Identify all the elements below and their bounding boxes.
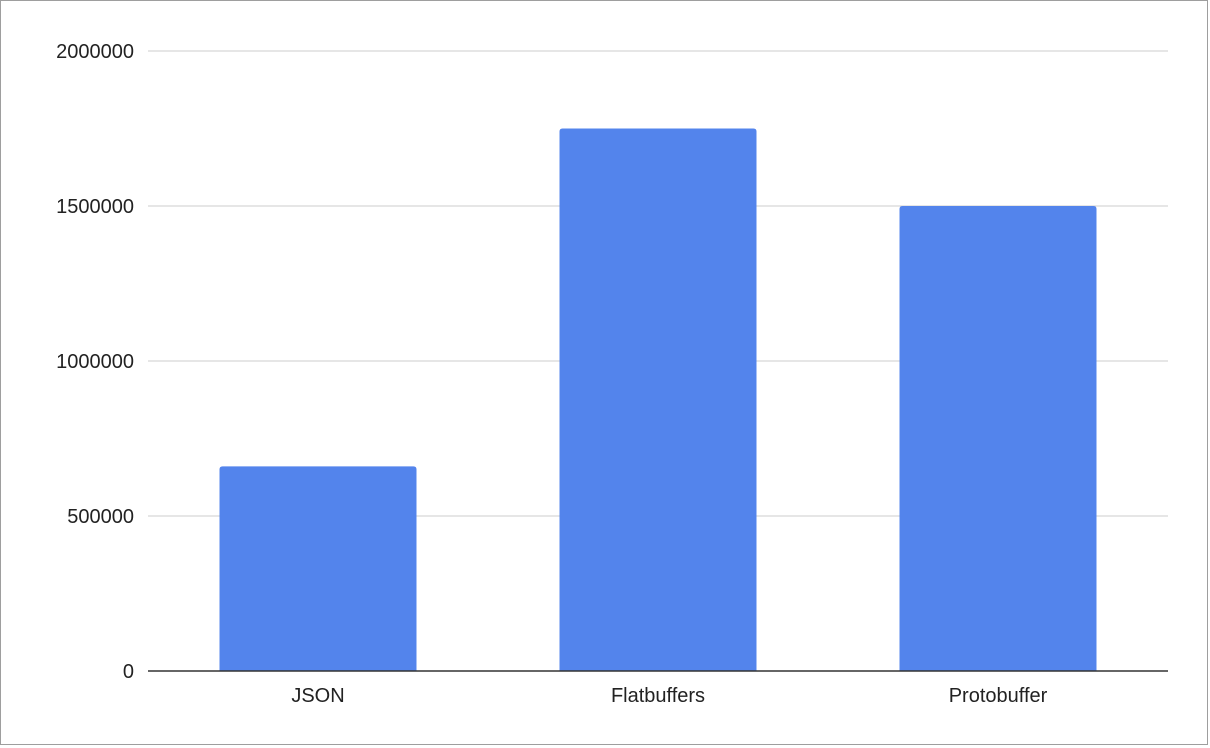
x-tick-label: JSON	[291, 685, 344, 707]
bar-flatbuffers	[559, 128, 757, 671]
y-tick-label: 1500000	[56, 196, 134, 218]
bar-json	[219, 466, 417, 671]
y-tick-label: 500000	[67, 506, 134, 528]
y-tick-label: 0	[123, 661, 134, 683]
y-tick-labels: 0 500000 1000000 1500000 2000000	[56, 41, 134, 683]
y-tick-label: 2000000	[56, 41, 134, 63]
x-tick-labels: JSON Flatbuffers Protobuffer	[291, 685, 1047, 707]
x-tick-label: Flatbuffers	[611, 685, 705, 707]
bars	[219, 128, 1097, 671]
bar-protobuffer	[899, 206, 1097, 671]
x-tick-label: Protobuffer	[949, 685, 1048, 707]
y-tick-label: 1000000	[56, 351, 134, 373]
